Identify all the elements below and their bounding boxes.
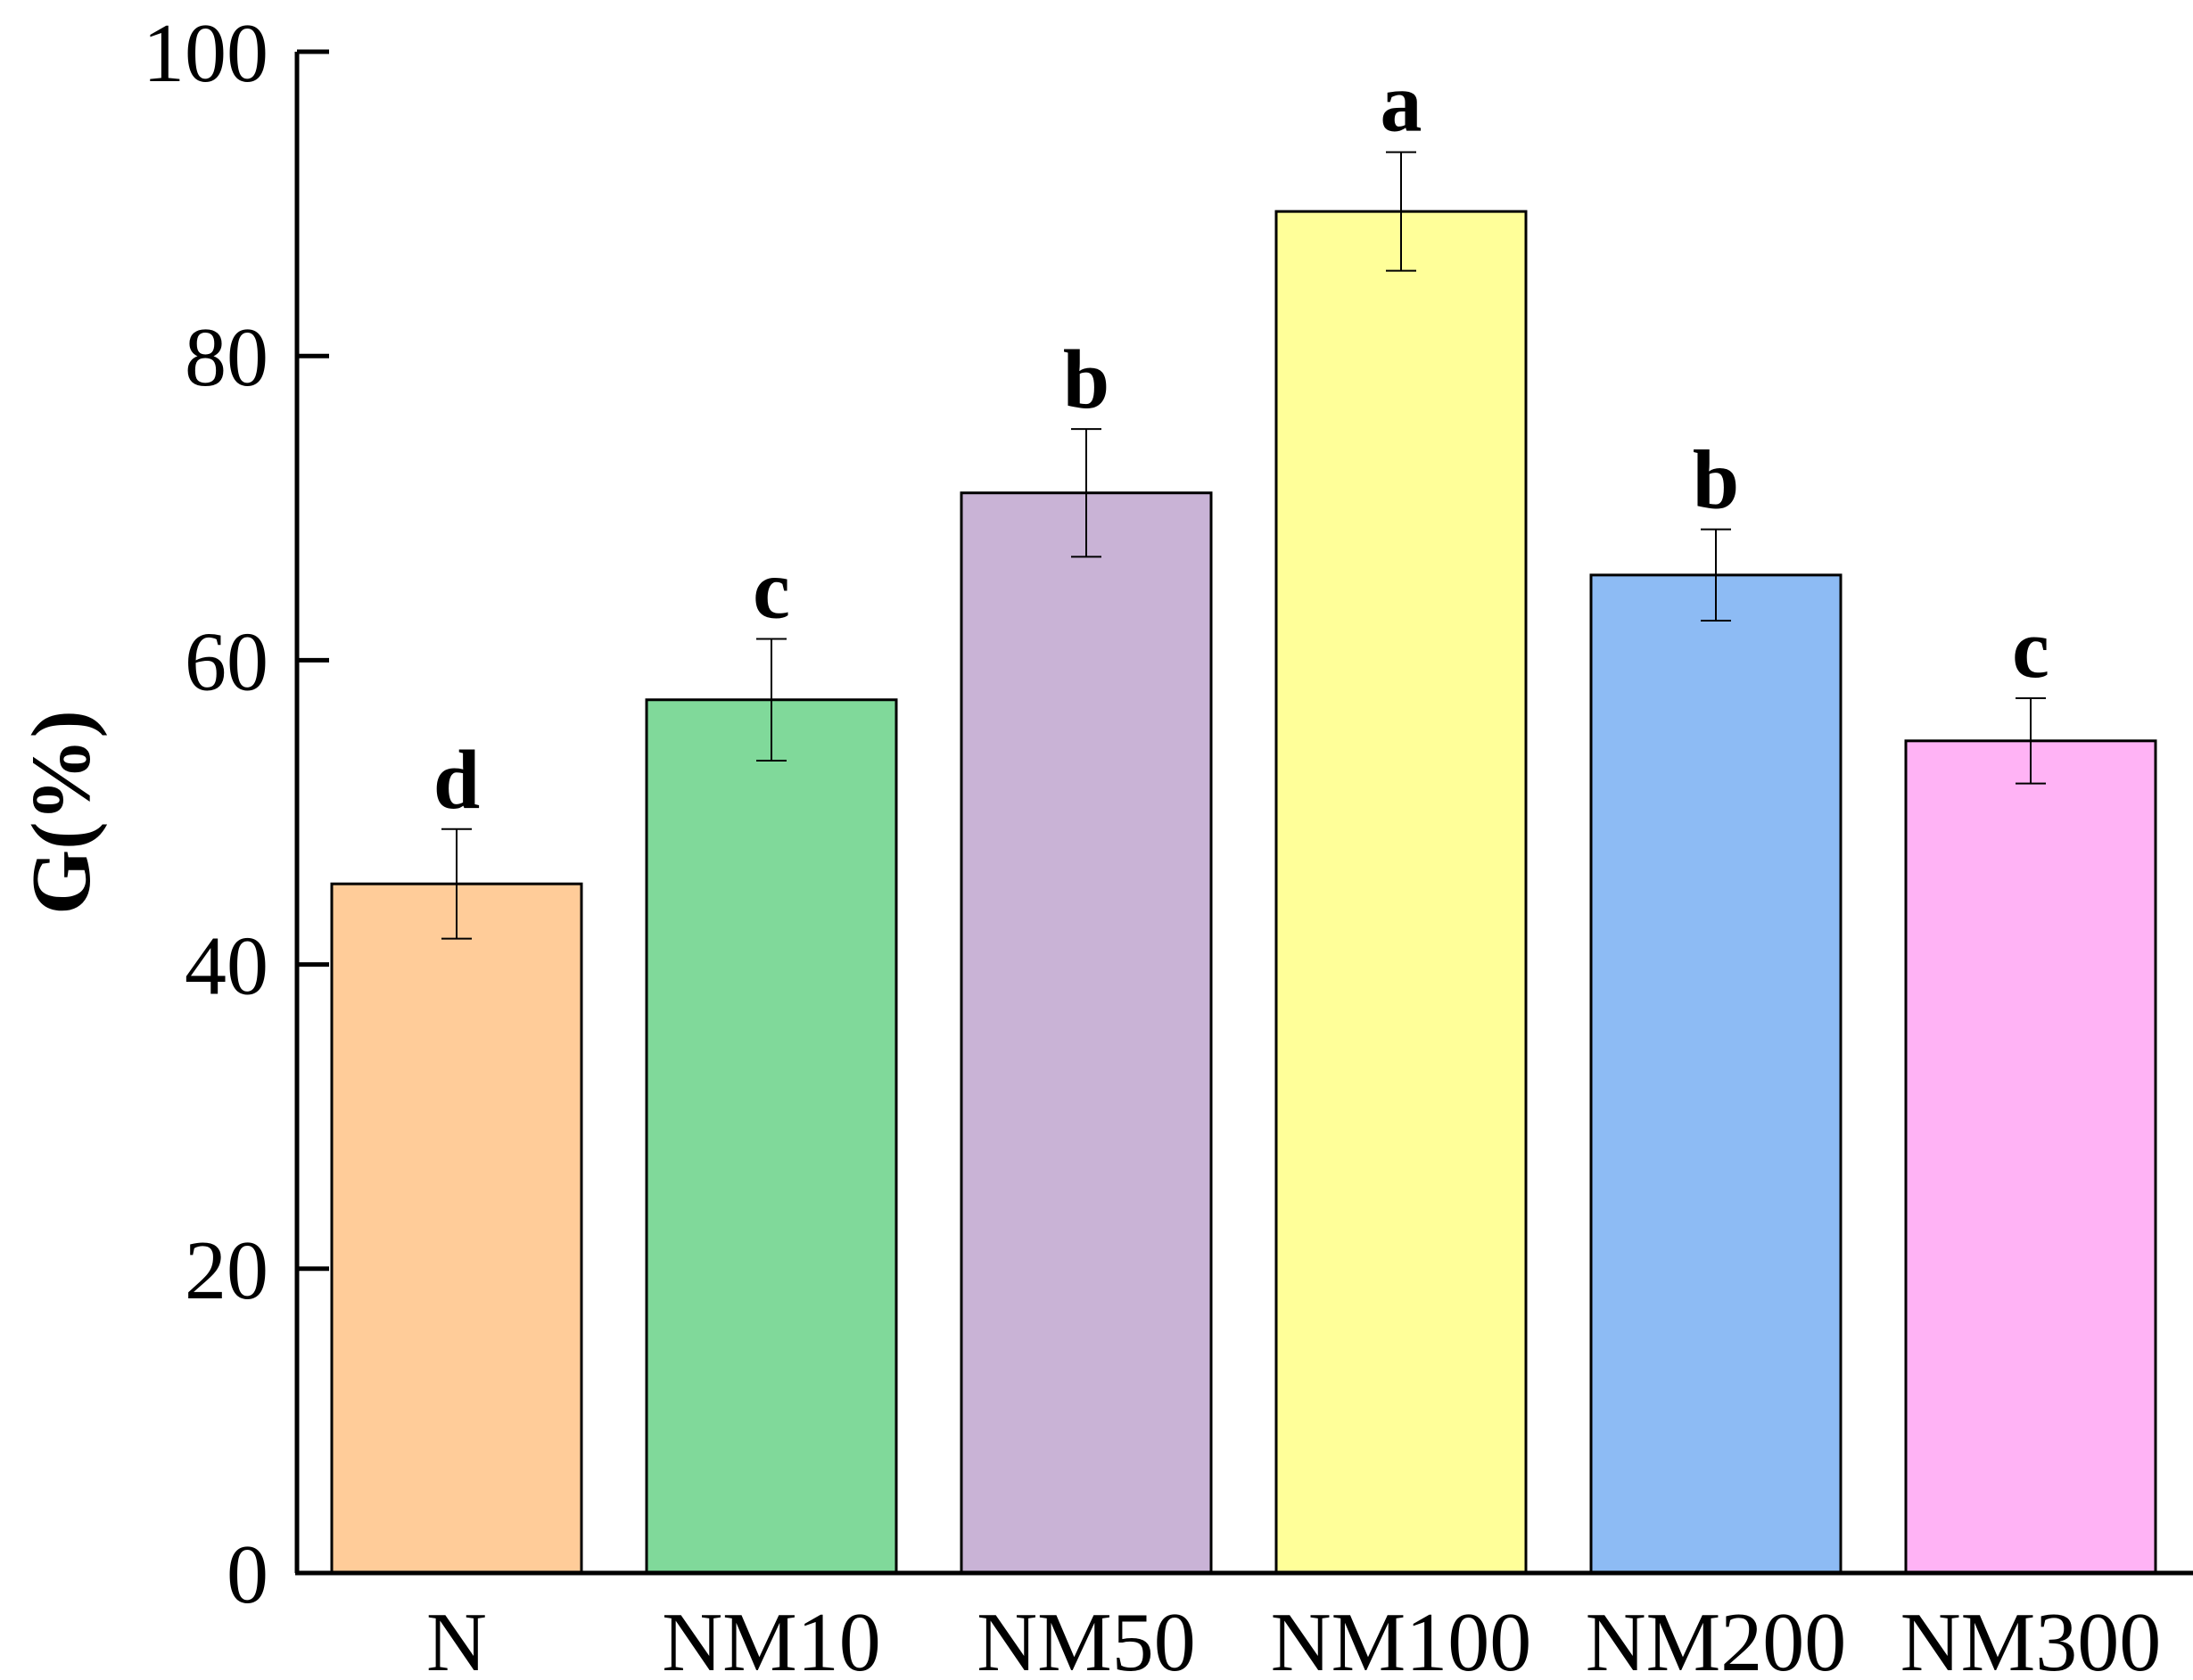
bar-nm10 bbox=[645, 698, 898, 1575]
x-tick-label-nm50: NM50 bbox=[977, 1596, 1195, 1680]
y-tick-label: 80 bbox=[185, 311, 268, 404]
bar-nm50 bbox=[960, 491, 1213, 1575]
x-tick-label-nm300: NM300 bbox=[1900, 1596, 2161, 1680]
x-tick-label-nm200: NM200 bbox=[1586, 1596, 1846, 1680]
bar-nm300 bbox=[1904, 739, 2157, 1575]
significance-letter-nm10: c bbox=[753, 544, 790, 637]
axes-layer bbox=[294, 52, 2193, 1576]
bars-layer bbox=[330, 210, 2157, 1575]
significance-letter-n: d bbox=[433, 734, 480, 827]
significance-letter-nm200: b bbox=[1693, 434, 1739, 527]
bar-nm200 bbox=[1589, 573, 1843, 1575]
x-labels-layer: N NM10 NM50 NM100 NM200 NM300 bbox=[426, 1596, 2161, 1680]
y-tick-label: 0 bbox=[227, 1528, 268, 1621]
error-bars-layer bbox=[441, 151, 2046, 940]
x-tick-label-nm100: NM100 bbox=[1271, 1596, 1531, 1680]
y-tick-label: 20 bbox=[185, 1224, 268, 1317]
y-tick-label: 100 bbox=[143, 7, 268, 100]
x-tick-label-n: N bbox=[426, 1596, 487, 1680]
significance-letter-nm50: b bbox=[1063, 334, 1109, 426]
significance-letters-layer: d c b a b c bbox=[433, 57, 2049, 827]
significance-letter-nm300: c bbox=[2012, 603, 2049, 696]
x-tick-label-nm10: NM10 bbox=[662, 1596, 880, 1680]
bar-n bbox=[330, 882, 583, 1575]
y-ticks-layer: 0 20 40 60 80 100 bbox=[143, 7, 329, 1621]
bar-nm100 bbox=[1274, 210, 1528, 1575]
y-tick-label: 60 bbox=[185, 615, 268, 708]
y-tick-label: 40 bbox=[185, 920, 268, 1013]
significance-letter-nm100: a bbox=[1381, 57, 1422, 150]
y-axis-title: G(%) bbox=[15, 710, 108, 915]
